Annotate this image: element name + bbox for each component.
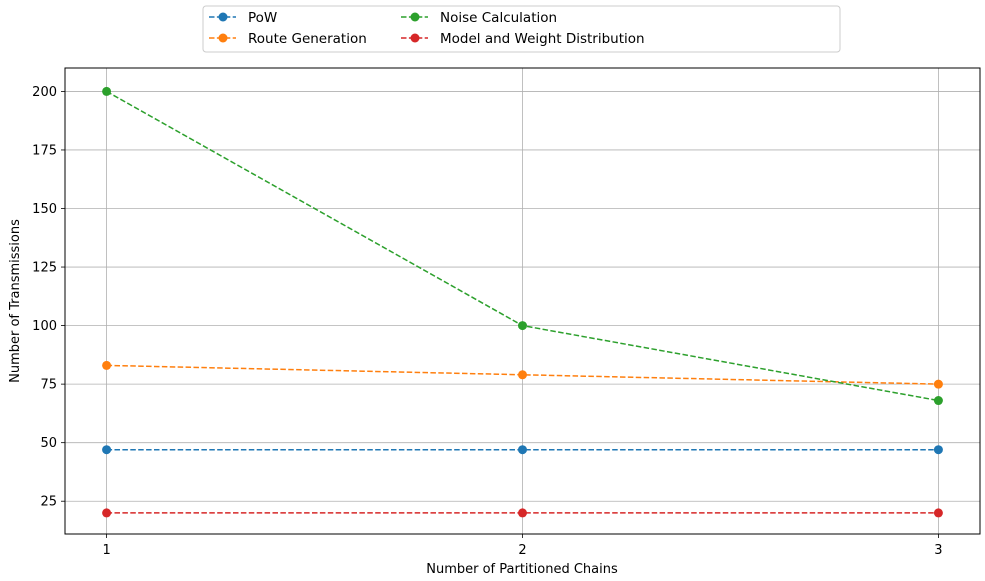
x-tick-label: 3 (934, 543, 942, 558)
grid (65, 68, 980, 534)
data-point-route-generation (518, 370, 527, 380)
y-tick-label: 200 (32, 85, 57, 100)
legend-frame (202, 5, 841, 53)
legend-label-model-and-weight-distribution: Model and Weight Distribution (440, 31, 645, 47)
legend-marker-noise-calculation (410, 12, 420, 22)
data-point-noise-calculation (933, 396, 943, 406)
y-tick-label: 125 (32, 261, 57, 276)
legend-marker-model-and-weight-distribution (410, 33, 420, 43)
y-axis-label: Number of Transmissions (8, 219, 23, 383)
legend-marker-route-generation (218, 33, 228, 43)
legend: PoW Route Generation Noise Calculation Mode… (202, 5, 841, 53)
legend-label-route-generation: Route Generation (248, 31, 367, 47)
y-tick-label: 75 (40, 378, 57, 393)
y-tick-label: 150 (32, 202, 57, 217)
data-point-pow (102, 445, 112, 455)
data-point-model-and-weight-distribution (102, 508, 112, 518)
y-tick-label: 100 (32, 319, 57, 334)
legend-label-noise-calculation: Noise Calculation (440, 10, 557, 26)
x-tick-label: 2 (518, 543, 526, 558)
x-tick-label: 1 (102, 543, 110, 558)
ticks: 1 2 3 25 50 75 100 125 150 175 200 (32, 85, 942, 558)
legend-label-pow: PoW (248, 10, 277, 26)
data-point-pow (518, 445, 527, 455)
data-point-model-and-weight-distribution (933, 508, 943, 518)
data-point-noise-calculation (102, 86, 112, 96)
data-point-noise-calculation (518, 321, 527, 331)
legend-marker-pow (218, 12, 228, 22)
data-point-route-generation (102, 360, 112, 370)
x-axis-label: Number of Partitioned Chains (426, 562, 618, 577)
y-tick-label: 50 (40, 436, 57, 451)
data-point-pow (933, 445, 943, 455)
series-layer (102, 86, 943, 518)
y-tick-label: 175 (32, 143, 57, 158)
data-point-model-and-weight-distribution (518, 508, 527, 518)
data-point-route-generation (933, 379, 943, 389)
y-tick-label: 25 (40, 495, 57, 510)
